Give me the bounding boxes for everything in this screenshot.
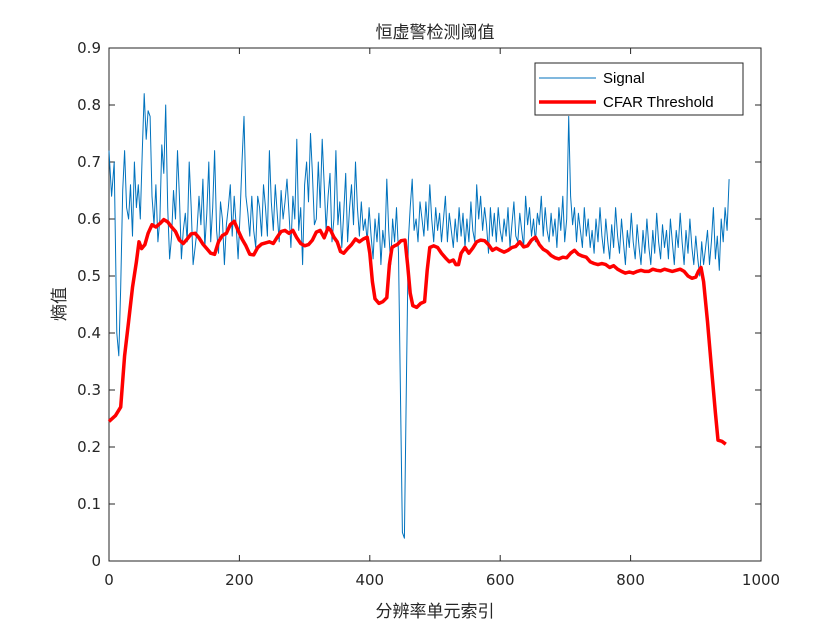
series-layer [107, 93, 730, 539]
y-axis-title: 熵值 [50, 287, 70, 321]
x-tick-label: 0 [104, 571, 114, 589]
chart-title: 恒虚警检测阈值 [376, 23, 495, 43]
y-axis: 0 0.1 0.2 0.3 0.4 0.5 0.6 0.7 0.8 0.9 [77, 39, 761, 570]
x-tick-label: 800 [616, 571, 645, 589]
y-tick-label: 0.9 [77, 39, 101, 57]
y-tick-label: 0.5 [77, 267, 101, 285]
x-tick-label: 400 [355, 571, 384, 589]
legend-label-cfar-threshold: CFAR Threshold [603, 94, 714, 111]
legend-label-signal: Signal [603, 70, 645, 87]
y-tick-label: 0.8 [77, 96, 101, 114]
legend: Signal CFAR Threshold [534, 62, 744, 116]
y-tick-label: 0.4 [77, 324, 101, 342]
x-axis-title: 分辨率单元索引 [376, 602, 495, 622]
legend-box [534, 62, 744, 116]
x-axis: 0 200 400 600 800 1000 [104, 48, 780, 589]
plot-area [108, 47, 762, 562]
y-tick-label: 0 [91, 552, 101, 570]
y-tick-label: 0.6 [77, 210, 101, 228]
y-tick-label: 0.1 [77, 495, 101, 513]
y-tick-label: 0.2 [77, 438, 101, 456]
x-tick-label: 1000 [742, 571, 780, 589]
y-tick-label: 0.7 [77, 153, 101, 171]
x-tick-label: 200 [225, 571, 254, 589]
y-tick-label: 0.3 [77, 381, 101, 399]
series-line-cfar-threshold [107, 217, 727, 446]
x-tick-label: 600 [486, 571, 515, 589]
series-line-signal [108, 93, 730, 539]
